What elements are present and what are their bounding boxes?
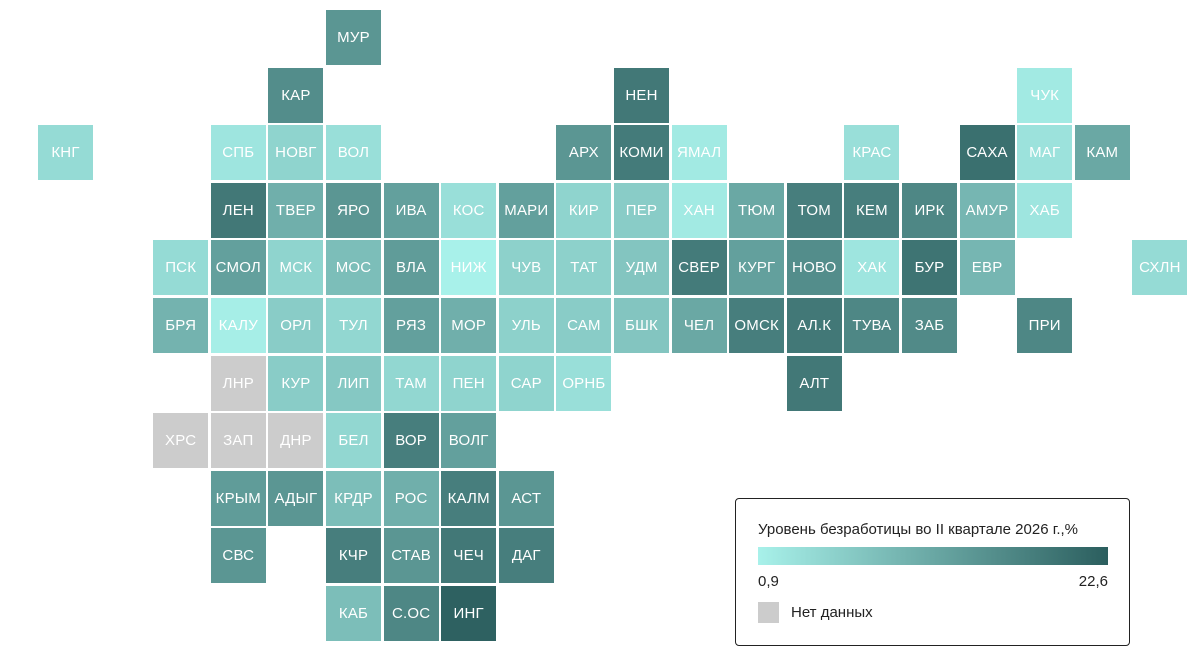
region-tile[interactable]: АЛ.К: [786, 298, 842, 353]
region-tile[interactable]: УЛЬ: [498, 298, 554, 353]
region-tile[interactable]: ТВЕР: [268, 182, 324, 238]
region-tile[interactable]: ЧУК: [1017, 67, 1073, 123]
region-tile[interactable]: РОС: [383, 470, 439, 526]
legend-min-label: 0,9: [758, 573, 779, 590]
region-tile[interactable]: ПРИ: [1017, 298, 1073, 353]
region-tile[interactable]: БРЯ: [153, 298, 209, 353]
region-tile[interactable]: КРАС: [844, 125, 900, 181]
region-tile[interactable]: СВЕР: [671, 240, 727, 296]
legend-no-data-label: Нет данных: [791, 604, 873, 621]
region-tile[interactable]: ИРК: [902, 182, 957, 238]
region-tile[interactable]: ВОР: [383, 413, 439, 469]
region-tile[interactable]: ЧЕЧ: [441, 528, 497, 584]
region-tile[interactable]: НЕН: [614, 67, 669, 123]
legend: Уровень безработицы во II квартале 2026 …: [735, 498, 1130, 646]
region-tile[interactable]: КАЛМ: [441, 470, 497, 526]
region-tile[interactable]: ЧЕЛ: [671, 298, 727, 353]
region-tile[interactable]: СВС: [210, 528, 266, 584]
region-tile[interactable]: АСТ: [498, 470, 554, 526]
region-tile[interactable]: БУР: [902, 240, 957, 296]
region-tile[interactable]: ТАТ: [556, 240, 612, 296]
region-tile[interactable]: СПБ: [210, 125, 266, 181]
region-tile[interactable]: ОРЛ: [268, 298, 324, 353]
region-tile[interactable]: НОВО: [786, 240, 842, 296]
region-tile[interactable]: ТЮМ: [729, 182, 785, 238]
region-tile[interactable]: БЕЛ: [326, 413, 381, 469]
region-tile[interactable]: ДНР: [268, 413, 324, 469]
region-tile[interactable]: ЯРО: [326, 182, 381, 238]
region-tile[interactable]: КАР: [268, 67, 324, 123]
region-tile[interactable]: ПЕР: [614, 182, 669, 238]
region-tile[interactable]: ЗАБ: [902, 298, 957, 353]
region-tile[interactable]: КОМИ: [614, 125, 669, 181]
region-tile[interactable]: КРДР: [326, 470, 381, 526]
region-tile[interactable]: КОС: [441, 182, 497, 238]
region-tile[interactable]: ЛИП: [326, 355, 381, 411]
region-tile[interactable]: ЗАП: [210, 413, 266, 469]
region-tile[interactable]: КАМ: [1074, 125, 1130, 181]
region-tile[interactable]: КЕМ: [844, 182, 900, 238]
region-tile[interactable]: КНГ: [38, 125, 93, 181]
region-tile[interactable]: ИНГ: [441, 586, 497, 641]
region-tile[interactable]: САХА: [959, 125, 1015, 181]
region-tile[interactable]: КАЛУ: [210, 298, 266, 353]
region-tile[interactable]: МСК: [268, 240, 324, 296]
region-tile[interactable]: КЧР: [326, 528, 381, 584]
region-tile[interactable]: ПСК: [153, 240, 209, 296]
region-tile[interactable]: ТУЛ: [326, 298, 381, 353]
legend-max-label: 22,6: [1078, 573, 1108, 590]
region-tile[interactable]: ВОЛ: [326, 125, 381, 181]
region-tile[interactable]: ИВА: [383, 182, 439, 238]
region-tile[interactable]: ХАК: [844, 240, 900, 296]
region-tile[interactable]: СХЛН: [1132, 240, 1188, 296]
region-tile[interactable]: САМ: [556, 298, 612, 353]
region-tile[interactable]: СТАВ: [383, 528, 439, 584]
region-tile[interactable]: ХАБ: [1017, 182, 1073, 238]
region-tile[interactable]: КУРГ: [729, 240, 785, 296]
region-tile[interactable]: ХАН: [671, 182, 727, 238]
region-tile[interactable]: МОР: [441, 298, 497, 353]
legend-title: Уровень безработицы во II квартале 2026 …: [758, 521, 1079, 538]
region-tile[interactable]: ЯМАЛ: [671, 125, 727, 181]
region-tile[interactable]: БШК: [614, 298, 669, 353]
legend-color-scale: [758, 547, 1108, 565]
region-tile[interactable]: МОС: [326, 240, 381, 296]
region-tile[interactable]: ВОЛГ: [441, 413, 497, 469]
region-tile[interactable]: МУР: [326, 10, 381, 65]
region-tile[interactable]: МАГ: [1017, 125, 1073, 181]
region-tile[interactable]: ХРС: [153, 413, 209, 469]
region-tile[interactable]: ЛНР: [210, 355, 266, 411]
region-tile[interactable]: САР: [498, 355, 554, 411]
region-tile[interactable]: АДЫГ: [268, 470, 324, 526]
region-tile[interactable]: ТАМ: [383, 355, 439, 411]
legend-no-data-swatch: [758, 602, 779, 623]
region-tile[interactable]: ОРНБ: [556, 355, 612, 411]
region-tile[interactable]: АРХ: [556, 125, 612, 181]
region-tile[interactable]: АЛТ: [786, 355, 842, 411]
region-tile[interactable]: МАРИ: [498, 182, 554, 238]
region-tile[interactable]: ОМСК: [729, 298, 785, 353]
region-tile[interactable]: ВЛА: [383, 240, 439, 296]
region-tile[interactable]: СМОЛ: [210, 240, 266, 296]
region-tile[interactable]: ЧУВ: [498, 240, 554, 296]
region-tile[interactable]: С.ОС: [383, 586, 439, 641]
region-tile[interactable]: НОВГ: [268, 125, 324, 181]
region-tile[interactable]: ЛЕН: [210, 182, 266, 238]
region-tile[interactable]: ТУВА: [844, 298, 900, 353]
region-tile[interactable]: ТОМ: [786, 182, 842, 238]
region-tile[interactable]: КУР: [268, 355, 324, 411]
region-tile[interactable]: ДАГ: [498, 528, 554, 584]
region-tile[interactable]: КАБ: [326, 586, 381, 641]
region-tile[interactable]: НИЖ: [441, 240, 497, 296]
region-tile[interactable]: АМУР: [959, 182, 1015, 238]
region-tile[interactable]: УДМ: [614, 240, 669, 296]
region-tile[interactable]: ПЕН: [441, 355, 497, 411]
region-tile[interactable]: РЯЗ: [383, 298, 439, 353]
region-tile[interactable]: КРЫМ: [210, 470, 266, 526]
region-tile[interactable]: ЕВР: [959, 240, 1015, 296]
region-tile[interactable]: КИР: [556, 182, 612, 238]
